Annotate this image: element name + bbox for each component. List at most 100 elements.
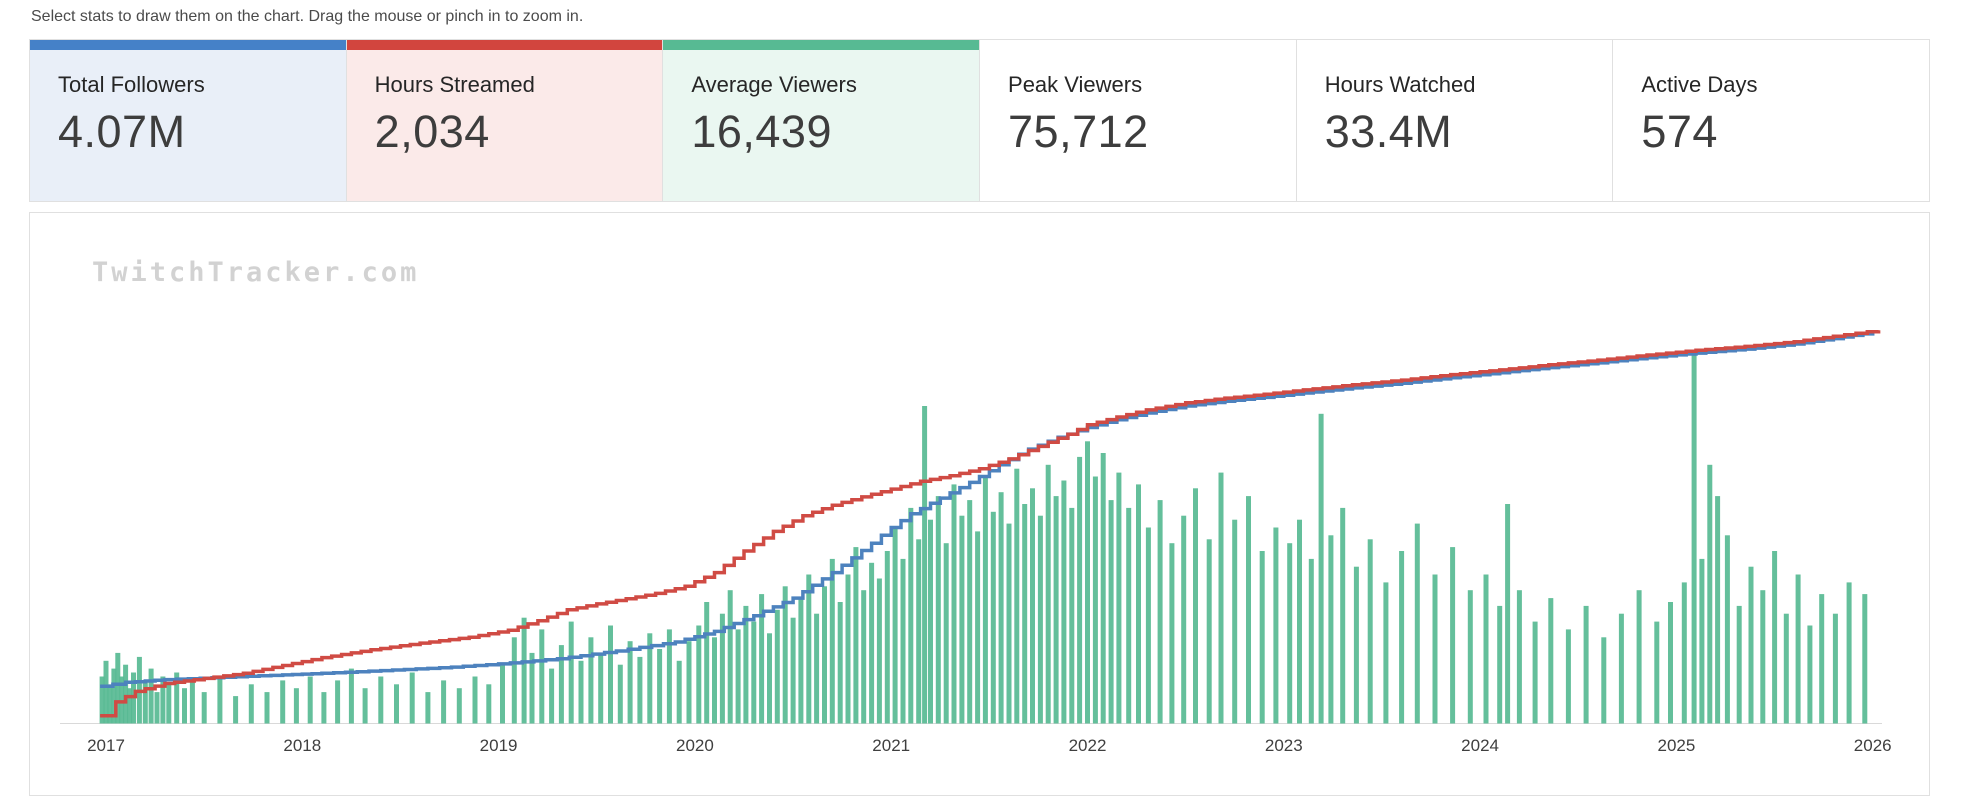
stat-card-total-followers[interactable]: Total Followers 4.07M	[30, 40, 347, 201]
bar-average-viewers	[1308, 558, 1314, 724]
bar-average-viewers	[123, 664, 129, 724]
bar-average-viewers	[115, 652, 121, 724]
bar-average-viewers	[1691, 355, 1697, 724]
bar-average-viewers	[990, 511, 996, 724]
bar-average-viewers	[521, 617, 527, 724]
bar-average-viewers	[975, 531, 981, 724]
bar-average-viewers	[1783, 613, 1789, 724]
bar-average-viewers	[998, 492, 1004, 724]
bar-average-viewers	[1037, 515, 1043, 724]
bar-average-viewers	[1116, 472, 1122, 724]
bar-average-viewers	[982, 476, 988, 724]
bar-average-viewers	[666, 629, 672, 724]
x-axis-label: 2025	[1657, 736, 1695, 755]
stat-card-value: 33.4M	[1324, 106, 1453, 157]
bar-average-viewers	[829, 558, 835, 724]
bar-average-viewers	[568, 621, 574, 724]
bar-average-viewers	[1819, 594, 1825, 724]
stat-card-value: 4.07M	[58, 106, 186, 157]
bar-average-viewers	[798, 598, 804, 724]
chart-panel[interactable]: 2017 2018 2019 2020 2021 2022 2023 2024 2025 2026…	[29, 212, 1930, 796]
bar-average-viewers	[1414, 523, 1420, 724]
bar-average-viewers	[1618, 613, 1624, 724]
bar-average-viewers	[166, 684, 172, 724]
bar-average-viewers	[1467, 590, 1473, 724]
stat-cards-row: Total Followers 4.07M Hours Streamed 2,0…	[29, 39, 1930, 202]
x-axis-label: 2020	[676, 736, 714, 755]
bar-average-viewers	[1340, 507, 1346, 724]
bar-average-viewers	[1707, 464, 1713, 724]
card-accent-bar	[980, 40, 1296, 50]
bar-average-viewers	[307, 676, 313, 724]
stat-card-hours-streamed[interactable]: Hours Streamed 2,034	[346, 40, 664, 201]
bar-average-viewers	[676, 660, 682, 724]
x-axis-label: 2026	[1854, 736, 1892, 755]
bar-average-viewers	[712, 637, 717, 724]
bar-average-viewers	[876, 578, 882, 724]
bar-average-viewers	[1246, 496, 1251, 724]
line-hours-streamed	[100, 330, 1881, 718]
bar-average-viewers	[767, 633, 772, 724]
x-axis-label: 2018	[283, 736, 321, 755]
bar-average-viewers	[782, 586, 788, 724]
bar-average-viewers	[578, 660, 584, 724]
bar-average-viewers	[637, 656, 643, 724]
bar-average-viewers	[686, 641, 692, 724]
bar-average-viewers	[647, 633, 653, 724]
bar-average-viewers	[627, 641, 633, 724]
bar-average-viewers	[1497, 605, 1503, 724]
bar-average-viewers	[1353, 566, 1359, 724]
bar-average-viewers	[248, 684, 254, 724]
bar-average-viewers	[908, 507, 914, 724]
stat-card-label: Average Viewers	[691, 72, 857, 97]
bar-average-viewers	[1654, 621, 1660, 724]
bar-average-viewers	[1328, 535, 1334, 724]
bar-average-viewers	[928, 519, 933, 724]
bar-average-viewers	[1532, 621, 1538, 724]
stat-card-value: 75,712	[1008, 106, 1149, 157]
stat-card-active-days[interactable]: Active Days 574	[1613, 40, 1930, 201]
stat-card-peak-viewers[interactable]: Peak Viewers 75,712	[980, 40, 1297, 201]
bar-average-viewers	[727, 590, 733, 724]
bar-average-viewers	[441, 680, 447, 724]
bar-average-viewers	[321, 692, 327, 724]
stat-card-label: Hours Watched	[1324, 72, 1476, 97]
bar-average-viewers	[1516, 590, 1522, 724]
bar-average-viewers	[174, 672, 180, 724]
bar-average-viewers	[1136, 484, 1141, 724]
bar-average-viewers	[853, 547, 859, 724]
bar-average-viewers	[1483, 574, 1489, 724]
bar-average-viewers	[959, 515, 965, 724]
bar-average-viewers	[704, 602, 710, 724]
stat-card-hours-watched[interactable]: Hours Watched 33.4M	[1296, 40, 1614, 201]
bar-average-viewers	[814, 613, 820, 724]
stat-card-average-viewers[interactable]: Average Viewers 16,439	[663, 40, 981, 201]
bar-average-viewers	[588, 637, 594, 724]
bar-average-viewers	[1053, 496, 1059, 724]
bar-average-viewers	[1760, 590, 1766, 724]
bar-average-viewers	[1193, 488, 1198, 724]
bar-average-viewers	[160, 676, 166, 724]
bar-average-viewers	[111, 668, 117, 724]
bar-average-viewers	[1548, 598, 1554, 724]
bar-average-viewers	[1232, 519, 1238, 724]
stats-chart[interactable]: 2017 2018 2019 2020 2021 2022 2023 2024 2025 2026	[30, 213, 1929, 795]
bar-average-viewers	[1846, 582, 1852, 724]
bar-average-viewers	[1045, 464, 1051, 724]
bar-average-viewers	[1699, 558, 1705, 724]
bar-average-viewers	[1450, 547, 1456, 724]
bar-average-viewers	[790, 617, 796, 724]
bar-average-viewers	[1505, 504, 1511, 724]
stat-card-value: 16,439	[691, 106, 832, 157]
bar-average-viewers	[1795, 574, 1801, 724]
stat-card-value: 574	[1641, 106, 1718, 157]
bar-average-viewers	[1583, 605, 1589, 724]
bar-average-viewers	[1169, 543, 1175, 724]
bar-average-viewers	[735, 629, 741, 724]
bar-average-viewers	[1085, 441, 1090, 724]
stat-card-label: Active Days	[1641, 72, 1758, 97]
bar-average-viewers	[1108, 500, 1114, 724]
bar-average-viewers	[892, 527, 898, 724]
bar-average-viewers	[1636, 590, 1642, 724]
bar-average-viewers	[1100, 453, 1106, 724]
